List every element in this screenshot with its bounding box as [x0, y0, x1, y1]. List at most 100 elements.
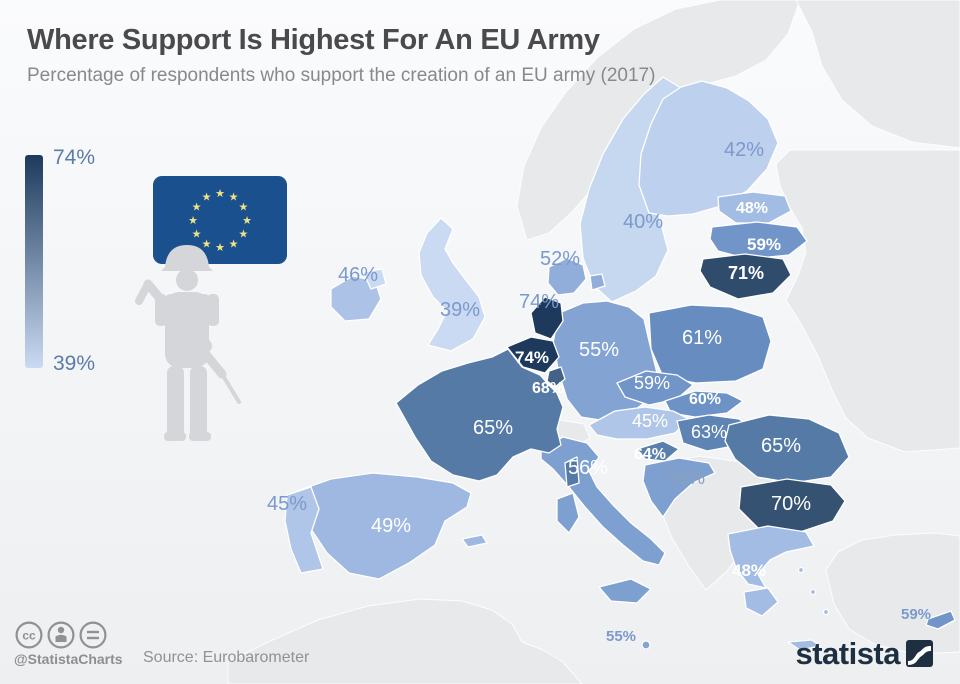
attribution-person-icon — [47, 621, 75, 649]
person-head — [57, 626, 65, 634]
eu-star: ★ — [215, 242, 225, 254]
greek-island — [797, 566, 805, 574]
value-label-austria: 45% — [632, 411, 668, 431]
source-text: Source: Eurobarometer — [143, 649, 310, 666]
value-label-finland: 42% — [724, 139, 764, 161]
value-label-italy: 56% — [568, 457, 608, 479]
country-greece-peloponnese — [743, 587, 779, 617]
country-belgium — [506, 336, 560, 374]
eu-star: ★ — [242, 215, 252, 227]
country-denmark-island — [589, 273, 606, 291]
soldier-foot-left — [164, 432, 186, 441]
country-france — [395, 348, 564, 482]
value-label-denmark: 52% — [540, 248, 580, 270]
country-czech-republic — [616, 370, 694, 406]
value-label-germany: 55% — [579, 339, 619, 361]
soldier-head — [176, 269, 198, 291]
land-north-africa — [227, 598, 583, 684]
country-greece-mainland — [727, 525, 815, 589]
value-label-greece: 48% — [732, 561, 766, 580]
country-uk-northern-ireland — [362, 268, 387, 290]
value-label-luxembourg: 68% — [532, 380, 564, 397]
value-label-ireland: 46% — [338, 264, 378, 286]
country-bulgaria — [738, 478, 846, 534]
cc-glyph: cc — [22, 629, 36, 643]
country-italy-sardinia — [556, 492, 580, 534]
color-scale-bar — [25, 155, 43, 368]
value-label-malta: 55% — [606, 628, 636, 645]
country-romania — [724, 414, 850, 484]
eu-star: ★ — [229, 192, 239, 204]
value-label-estonia: 48% — [736, 200, 768, 217]
eu-star: ★ — [192, 229, 202, 241]
country-croatia — [642, 457, 716, 518]
value-label-cyprus: 59% — [901, 606, 931, 623]
country-ireland — [330, 275, 382, 322]
eu-star: ★ — [202, 238, 212, 250]
value-label-sweden: 40% — [623, 211, 663, 233]
value-label-slovenia: 64% — [634, 446, 666, 463]
land-russia-north — [795, 0, 960, 149]
value-label-czech-republic: 59% — [634, 373, 670, 393]
cc-license-icons: cc — [15, 621, 107, 649]
person-body — [55, 634, 67, 642]
eu-star: ★ — [192, 202, 202, 214]
soldier-helmet — [161, 245, 213, 271]
eu-star: ★ — [188, 215, 198, 227]
soldier-rifle — [135, 279, 241, 404]
eu-star: ★ — [238, 229, 248, 241]
page-title: Where Support Is Highest For An EU Army — [27, 24, 600, 56]
value-label-spain: 49% — [371, 515, 411, 537]
value-label-poland: 61% — [682, 327, 722, 349]
greek-island — [822, 608, 830, 616]
country-poland — [648, 304, 772, 384]
map-labels: 42% 40% 48% 59% 71% 52% 46% 39% 74% 74% 68% 55% 61% 5… — [267, 139, 931, 645]
value-label-slovakia: 60% — [689, 391, 721, 408]
legend-min-label: 39% — [53, 352, 96, 375]
country-malta — [641, 640, 651, 650]
country-slovenia — [636, 440, 680, 462]
value-label-netherlands: 74% — [519, 291, 559, 313]
soldier-foot-right — [189, 432, 211, 441]
page-subtitle: Percentage of respondents who support th… — [27, 65, 656, 86]
value-label-croatia: 56% — [667, 468, 705, 489]
cc-icon — [15, 621, 43, 649]
greek-island — [809, 588, 817, 596]
statista-logo-icon — [906, 640, 933, 667]
value-label-belgium: 74% — [515, 348, 549, 367]
eu-star: ★ — [202, 192, 212, 204]
country-estonia — [717, 191, 792, 224]
country-lithuania — [699, 253, 792, 300]
eu-star: ★ — [215, 188, 225, 200]
value-label-portugal: 45% — [267, 493, 307, 515]
no-derivatives-icon — [79, 621, 107, 649]
credit-handle: @StatistaCharts — [14, 651, 123, 667]
country-denmark — [547, 257, 587, 296]
eu-flag-and-soldier-figure: ★ ★★★★★★★★★★★ — [135, 176, 287, 441]
statista-logo: statista — [795, 638, 933, 669]
country-france-corsica — [564, 456, 580, 488]
eu-star: ★ — [229, 238, 239, 250]
header: Where Support Is Highest For An EU Army … — [27, 24, 655, 87]
country-luxembourg — [546, 366, 566, 388]
country-finland — [638, 80, 779, 217]
soldier-silhouette-icon — [135, 245, 241, 441]
value-label-france: 65% — [473, 417, 513, 439]
soldier-leg-right — [190, 366, 207, 438]
value-label-hungary: 63% — [691, 422, 727, 442]
country-netherlands — [530, 296, 564, 340]
statista-wordmark: statista — [795, 636, 900, 671]
country-cyprus — [925, 610, 956, 630]
country-greece-crete — [787, 639, 821, 651]
country-spain — [296, 472, 472, 580]
eu-flag-stars: ★ ★★★★★★★★★★★ — [188, 188, 252, 254]
eu-countries — [284, 76, 956, 651]
soldier-leg-left — [167, 366, 184, 438]
country-spain-balearics — [461, 534, 488, 548]
value-label-lithuania: 71% — [728, 263, 764, 283]
eu-flag — [153, 176, 287, 264]
country-uk-great-britain — [418, 217, 486, 352]
country-latvia — [709, 221, 808, 260]
